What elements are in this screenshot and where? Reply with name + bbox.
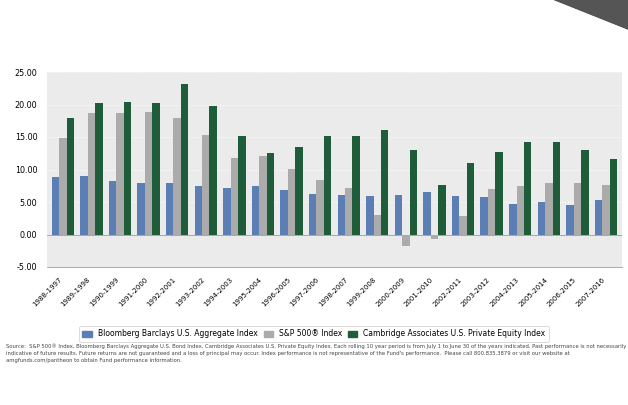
Bar	[195, 186, 202, 234]
Polygon shape	[553, 0, 628, 30]
Bar	[153, 102, 160, 234]
Bar	[267, 153, 274, 234]
Bar	[459, 215, 467, 234]
Bar	[345, 188, 352, 234]
Bar	[145, 112, 153, 234]
Bar	[202, 135, 210, 234]
Bar	[595, 200, 602, 234]
Bar	[452, 196, 459, 234]
Bar	[80, 176, 88, 234]
Bar	[181, 84, 188, 234]
Bar	[545, 183, 553, 234]
Bar	[352, 136, 360, 234]
Bar	[366, 196, 374, 234]
Bar	[309, 194, 317, 234]
Bar	[495, 152, 503, 234]
Bar	[566, 205, 574, 234]
Text: Private equity outperformance vs. public markets: Private equity outperformance vs. public…	[6, 9, 356, 21]
Bar	[173, 117, 181, 234]
Bar	[51, 177, 59, 234]
Bar	[423, 192, 431, 234]
Bar	[166, 183, 173, 234]
Bar	[574, 183, 581, 234]
Bar	[67, 117, 74, 234]
Bar	[324, 136, 331, 234]
Bar	[610, 159, 617, 234]
Bar	[381, 130, 389, 234]
Bar	[581, 150, 588, 234]
Bar	[252, 186, 259, 234]
Bar	[524, 142, 531, 234]
Bar	[538, 202, 545, 234]
Bar	[431, 234, 438, 239]
Bar	[210, 107, 217, 234]
Bar	[124, 102, 131, 234]
Bar	[138, 183, 145, 234]
Bar	[223, 188, 230, 234]
Bar	[59, 138, 67, 234]
Bar	[438, 185, 446, 234]
Bar	[230, 158, 238, 234]
Bar	[288, 169, 295, 234]
Bar	[516, 186, 524, 234]
Bar	[480, 198, 488, 234]
Bar	[280, 190, 288, 234]
Bar	[402, 234, 409, 246]
Bar	[295, 147, 303, 234]
Bar	[467, 163, 474, 234]
Bar	[409, 150, 417, 234]
Legend: Bloomberg Barclays U.S. Aggregate Index, S&P 500® Index, Cambridge Associates U.: Bloomberg Barclays U.S. Aggregate Index,…	[79, 326, 549, 341]
Bar	[95, 102, 102, 234]
Bar	[116, 113, 124, 234]
Bar	[317, 180, 324, 234]
Bar	[238, 136, 246, 234]
Bar	[395, 195, 402, 234]
Bar	[88, 113, 95, 234]
Polygon shape	[553, 0, 628, 30]
Text: Ten-year rolling returns, starting in 1988 (%): Ten-year rolling returns, starting in 19…	[165, 49, 463, 62]
Bar	[374, 215, 381, 234]
Bar	[602, 185, 610, 234]
Bar	[553, 142, 560, 234]
Bar	[338, 195, 345, 234]
Bar	[259, 156, 267, 234]
Bar	[488, 189, 495, 234]
Bar	[509, 204, 516, 234]
Bar	[109, 181, 116, 234]
Text: Source:  S&P 500® Index, Bloomberg Barclays Aggregate U.S. Bond Index, Cambridge: Source: S&P 500® Index, Bloomberg Barcla…	[6, 343, 627, 362]
